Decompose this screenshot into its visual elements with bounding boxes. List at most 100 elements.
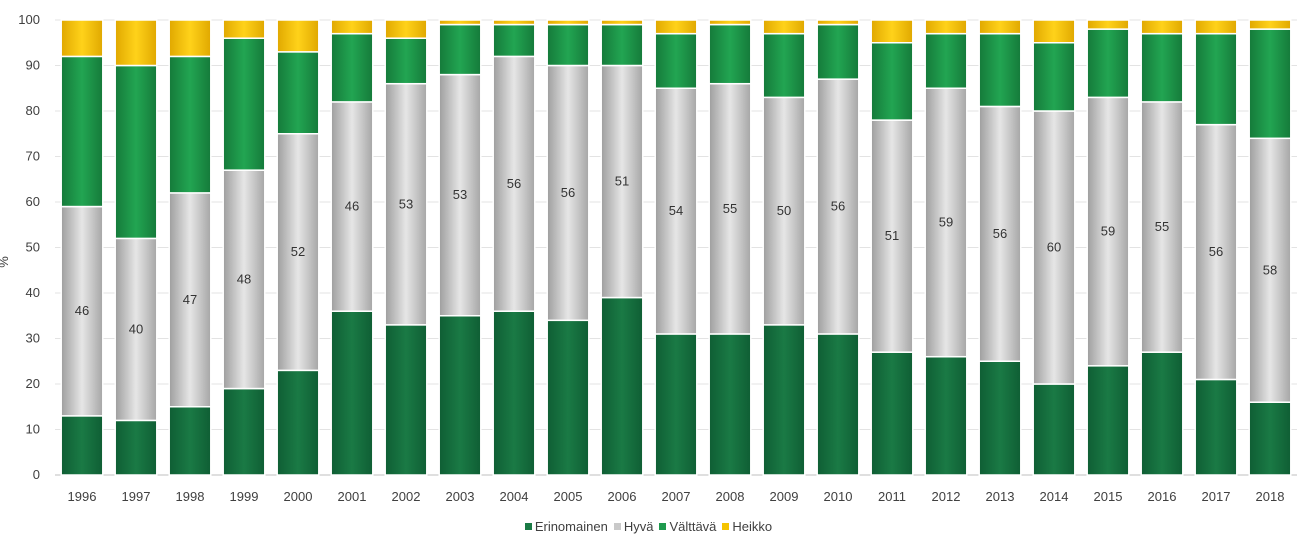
x-tick-label: 1998 xyxy=(176,489,205,504)
bar-segment-heikko-2012 xyxy=(924,19,968,35)
y-tick-label: 60 xyxy=(26,194,40,209)
bar-segment-v-ltt-v--2011 xyxy=(870,42,914,121)
bar-segment-hyv--2010 xyxy=(816,78,860,335)
bar-segment-v-ltt-v--2012 xyxy=(924,32,968,89)
bar-segment-erinomainen-2009 xyxy=(762,324,806,476)
data-label: 56 xyxy=(507,176,521,191)
bar-segment-heikko-1997 xyxy=(114,19,158,67)
bar-segment-heikko-2008 xyxy=(708,19,752,26)
x-tick-label: 2012 xyxy=(932,489,961,504)
legend-label: Välttävä xyxy=(669,519,717,534)
bar-segment-erinomainen-2008 xyxy=(708,333,752,476)
legend-swatch xyxy=(524,523,532,530)
bar-segment-erinomainen-2000 xyxy=(276,369,320,476)
bar-segment-heikko-2005 xyxy=(546,19,590,26)
x-tick-label: 1999 xyxy=(230,489,259,504)
bar-segment-v-ltt-v--2002 xyxy=(384,37,428,85)
bar-segment-heikko-1996 xyxy=(60,19,104,58)
legend-swatch xyxy=(613,523,621,530)
data-label: 56 xyxy=(831,199,845,214)
legend-item: Hyvä xyxy=(613,519,653,534)
bar-segment-hyv--1998 xyxy=(168,192,212,408)
bar-segment-heikko-2014 xyxy=(1032,19,1076,44)
bar-segment-v-ltt-v--2007 xyxy=(654,32,698,89)
bar-segment-heikko-2010 xyxy=(816,19,860,26)
data-label: 60 xyxy=(1047,240,1061,255)
bar-segment-erinomainen-2014 xyxy=(1032,383,1076,476)
bar-segment-hyv--1999 xyxy=(222,169,266,390)
bar-segment-heikko-2003 xyxy=(438,19,482,26)
bar-segment-v-ltt-v--2000 xyxy=(276,51,320,135)
legend-item: Välttävä xyxy=(659,519,716,534)
x-tick-label: 2000 xyxy=(284,489,313,504)
x-tick-label: 2010 xyxy=(824,489,853,504)
bar-segment-v-ltt-v--2010 xyxy=(816,23,860,80)
data-label: 40 xyxy=(129,321,143,336)
bar-segment-v-ltt-v--2013 xyxy=(978,32,1022,108)
bar-segment-v-ltt-v--2004 xyxy=(492,23,536,58)
bar-segment-heikko-2002 xyxy=(384,19,428,39)
x-tick-label: 2011 xyxy=(878,489,906,504)
bar-segment-heikko-2018 xyxy=(1248,19,1292,30)
bar-segment-heikko-2000 xyxy=(276,19,320,53)
y-tick-label: 100 xyxy=(18,12,40,27)
data-label: 55 xyxy=(1155,219,1169,234)
bar-segment-hyv--2013 xyxy=(978,105,1022,362)
bar-segment-v-ltt-v--2016 xyxy=(1140,32,1184,103)
bar-segment-hyv--1996 xyxy=(60,205,104,417)
bar-segment-hyv--2006 xyxy=(600,64,644,299)
bar-segment-v-ltt-v--1996 xyxy=(60,55,104,208)
bar-segment-hyv--2018 xyxy=(1248,137,1292,403)
legend-item: Erinomainen xyxy=(524,519,608,534)
bar-segment-v-ltt-v--2014 xyxy=(1032,42,1076,112)
x-axis-ticks: 1996 1997 1998 1999 2000 2001 2002 2003 2004 2005… xyxy=(68,489,1285,504)
x-tick-label: 2008 xyxy=(716,489,745,504)
legend-swatch xyxy=(659,523,667,530)
bar-segment-erinomainen-2011 xyxy=(870,351,914,476)
legend-label: Erinomainen xyxy=(534,519,608,534)
y-tick-label: 40 xyxy=(26,285,40,300)
bar-segment-hyv--2000 xyxy=(276,133,320,372)
x-tick-label: 2007 xyxy=(662,489,691,504)
bar-segment-erinomainen-2015 xyxy=(1086,365,1130,476)
x-tick-label: 2001 xyxy=(338,489,367,504)
y-axis-label: % xyxy=(0,256,11,268)
bar-segment-v-ltt-v--2008 xyxy=(708,23,752,85)
x-tick-label: 2013 xyxy=(986,489,1015,504)
data-label: 56 xyxy=(993,226,1007,241)
x-tick-label: 2017 xyxy=(1202,489,1231,504)
bar-segment-heikko-2004 xyxy=(492,19,536,26)
bar-segment-v-ltt-v--1999 xyxy=(222,37,266,171)
bar-segment-erinomainen-2003 xyxy=(438,315,482,476)
bar-segment-erinomainen-2006 xyxy=(600,296,644,476)
bar-segment-v-ltt-v--2015 xyxy=(1086,28,1130,99)
bar-segment-erinomainen-1996 xyxy=(60,415,104,476)
x-tick-label: 1997 xyxy=(122,489,151,504)
bar-segment-hyv--2017 xyxy=(1194,123,1238,381)
bar-segment-hyv--1997 xyxy=(114,237,158,422)
x-tick-label: 2006 xyxy=(608,489,637,504)
bar-segment-erinomainen-2010 xyxy=(816,333,860,476)
data-label: 56 xyxy=(561,185,575,200)
x-tick-label: 2004 xyxy=(500,489,529,504)
bar-segment-erinomainen-2016 xyxy=(1140,351,1184,476)
bar-segment-v-ltt-v--2017 xyxy=(1194,32,1238,126)
bar-segment-v-ltt-v--2005 xyxy=(546,23,590,67)
bar-segment-hyv--2008 xyxy=(708,82,752,335)
bar-segment-heikko-2001 xyxy=(330,19,374,35)
bar-segment-hyv--2011 xyxy=(870,119,914,353)
data-labels: 46 40 47 48 52 46 53 53 56 56 51 54 55 50 56 51 59 56 60 59… xyxy=(75,174,1277,337)
y-tick-label: 50 xyxy=(26,240,40,255)
bar-segment-v-ltt-v--1997 xyxy=(114,64,158,240)
bar-segment-erinomainen-2001 xyxy=(330,310,374,476)
data-label: 50 xyxy=(777,203,791,218)
x-tick-label: 2005 xyxy=(554,489,583,504)
data-label: 53 xyxy=(453,187,467,202)
bar-segment-hyv--2005 xyxy=(546,64,590,322)
y-tick-label: 0 xyxy=(33,467,40,482)
y-axis-ticks: 0 10 20 30 40 50 60 70 80 90 100 xyxy=(18,12,40,482)
bars xyxy=(60,19,1292,476)
data-label: 59 xyxy=(1101,224,1115,239)
bar-segment-heikko-1998 xyxy=(168,19,212,58)
